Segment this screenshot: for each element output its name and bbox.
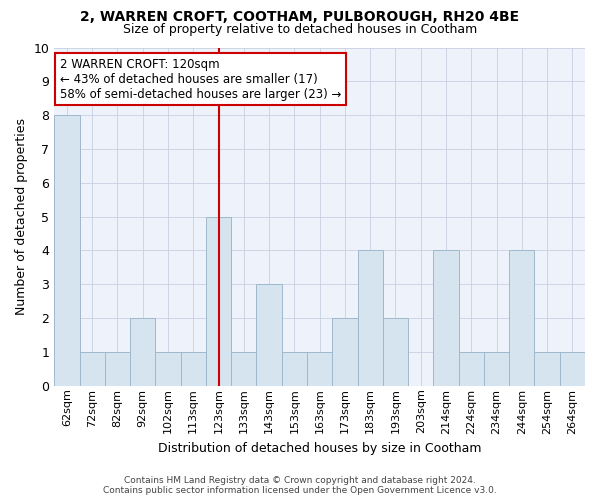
Bar bbox=[282, 352, 307, 386]
Bar bbox=[509, 250, 535, 386]
Text: Size of property relative to detached houses in Cootham: Size of property relative to detached ho… bbox=[123, 22, 477, 36]
Bar bbox=[484, 352, 509, 386]
Bar bbox=[231, 352, 256, 386]
Bar bbox=[54, 115, 80, 386]
Bar bbox=[80, 352, 105, 386]
Bar bbox=[130, 318, 155, 386]
Bar bbox=[383, 318, 408, 386]
X-axis label: Distribution of detached houses by size in Cootham: Distribution of detached houses by size … bbox=[158, 442, 481, 455]
Bar bbox=[155, 352, 181, 386]
Bar bbox=[206, 216, 231, 386]
Y-axis label: Number of detached properties: Number of detached properties bbox=[15, 118, 28, 315]
Bar bbox=[307, 352, 332, 386]
Bar bbox=[458, 352, 484, 386]
Text: 2 WARREN CROFT: 120sqm
← 43% of detached houses are smaller (17)
58% of semi-det: 2 WARREN CROFT: 120sqm ← 43% of detached… bbox=[59, 58, 341, 100]
Bar bbox=[332, 318, 358, 386]
Bar bbox=[256, 284, 282, 386]
Bar bbox=[358, 250, 383, 386]
Bar bbox=[181, 352, 206, 386]
Bar bbox=[535, 352, 560, 386]
Bar bbox=[433, 250, 458, 386]
Bar bbox=[105, 352, 130, 386]
Bar bbox=[560, 352, 585, 386]
Text: 2, WARREN CROFT, COOTHAM, PULBOROUGH, RH20 4BE: 2, WARREN CROFT, COOTHAM, PULBOROUGH, RH… bbox=[80, 10, 520, 24]
Text: Contains HM Land Registry data © Crown copyright and database right 2024.
Contai: Contains HM Land Registry data © Crown c… bbox=[103, 476, 497, 495]
